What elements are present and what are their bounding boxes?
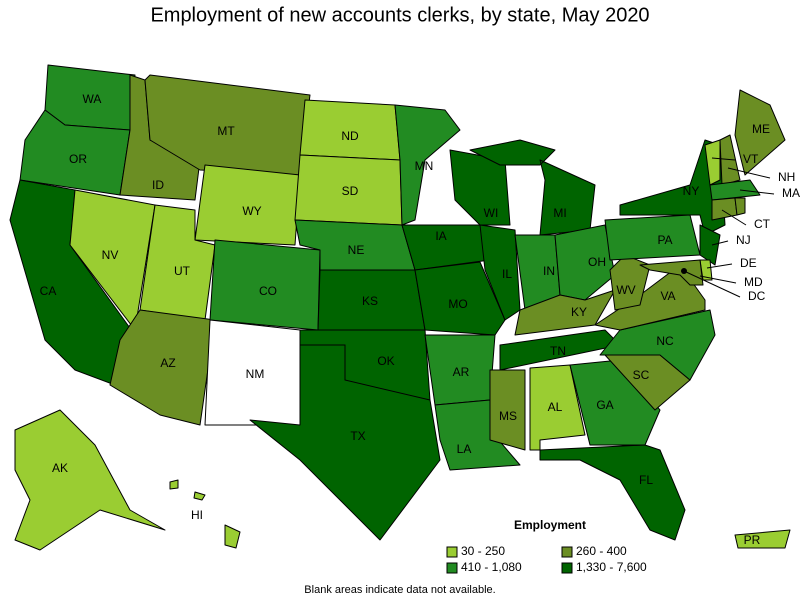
state-label: KY	[571, 305, 587, 319]
state-label: AK	[52, 461, 68, 475]
state-label: NY	[683, 184, 700, 198]
state-label: OK	[377, 354, 394, 368]
state-label: WI	[484, 206, 499, 220]
state-label: UT	[174, 264, 191, 278]
state-label: OR	[69, 152, 87, 166]
state-region	[619, 139, 726, 236]
state-label: NC	[656, 334, 674, 348]
state-label: WA	[83, 92, 102, 106]
state-region	[394, 104, 461, 226]
state-label: CO	[259, 284, 277, 298]
state-label: PR	[744, 533, 761, 547]
legend-swatch	[561, 546, 573, 558]
state-region	[599, 309, 716, 381]
legend-label: 1,330 - 7,600	[576, 560, 647, 574]
state-label: FL	[639, 473, 653, 487]
leader-line	[711, 157, 736, 161]
legend-title: Employment	[514, 518, 586, 532]
legend-swatch	[446, 562, 458, 574]
state-label: NE	[348, 243, 365, 257]
state-label: IA	[435, 229, 446, 243]
state-label: NV	[102, 248, 119, 262]
state-label: WV	[616, 283, 635, 297]
state-label: MO	[448, 297, 467, 311]
state-label: MT	[217, 124, 235, 138]
state-label: IL	[502, 267, 512, 281]
state-label: TX	[350, 429, 365, 443]
note: Blank areas indicate data not available.	[304, 584, 495, 596]
state-region	[414, 261, 506, 336]
state-label: IN	[543, 264, 555, 278]
state-region	[734, 89, 786, 176]
labels: WA OR CA NV ID MT WY UT AZ CO NM ND SD NE KS OK TX MN IA MO…	[40, 92, 800, 547]
state-region	[14, 409, 166, 551]
legend-swatch	[561, 562, 573, 574]
state-label: OH	[588, 255, 606, 269]
state-label: ND	[341, 129, 359, 143]
state-region	[734, 529, 791, 549]
state-region	[704, 139, 721, 186]
leader-line	[727, 167, 771, 179]
state-label: WY	[242, 204, 261, 218]
state-region	[249, 344, 441, 541]
state-label: MS	[499, 409, 517, 423]
state-region	[604, 214, 701, 261]
state-label: VT	[743, 152, 759, 166]
state-label: NM	[246, 367, 265, 381]
state-label: DC	[748, 289, 766, 303]
state-label: TN	[550, 344, 566, 358]
state-label: LA	[457, 442, 472, 456]
leader-line	[739, 189, 775, 195]
state-label: HI	[191, 508, 203, 522]
state-label: SC	[633, 368, 650, 382]
state-label: GA	[596, 398, 613, 412]
state-label: AR	[453, 365, 470, 379]
state-label: AL	[548, 400, 563, 414]
state-region	[554, 224, 616, 301]
state-region	[489, 369, 526, 451]
state-region	[194, 164, 301, 246]
state-region	[169, 479, 241, 549]
state-label: CA	[40, 284, 57, 298]
state-region	[709, 179, 761, 201]
state-label: SD	[342, 184, 359, 198]
state-region	[539, 444, 686, 541]
state-label: MD	[744, 275, 763, 289]
state-label: MN	[415, 159, 434, 173]
map-title: Employment of new accounts clerks, by st…	[150, 4, 649, 26]
state-label: KS	[362, 294, 378, 308]
states	[9, 64, 791, 551]
legend-swatch	[446, 546, 458, 558]
state-label: CT	[754, 217, 771, 231]
state-label: NH	[778, 170, 795, 184]
state-label: ME	[752, 122, 770, 136]
leader-line	[699, 275, 737, 284]
state-label: MA	[782, 186, 800, 200]
state-label: ID	[152, 178, 164, 192]
state-label: DE	[740, 256, 757, 270]
legend-label: 260 - 400	[576, 544, 627, 558]
legend-label: 30 - 250	[461, 544, 505, 558]
state-label: AZ	[160, 356, 175, 370]
state-label: NJ	[736, 233, 751, 247]
state-label: PA	[657, 233, 672, 247]
state-region	[144, 74, 311, 176]
leader-line	[711, 240, 729, 246]
legend-label: 410 - 1,080	[461, 560, 522, 574]
leader-line	[706, 263, 733, 269]
state-region	[734, 197, 746, 216]
state-region	[639, 259, 704, 286]
state-label: VA	[660, 289, 675, 303]
state-region	[699, 224, 721, 266]
state-label: MI	[553, 206, 566, 220]
leader-line	[683, 270, 741, 298]
leader-line	[721, 209, 747, 226]
state-region	[479, 224, 521, 321]
legend: 30 - 250 260 - 400 410 - 1,080 1,330 - 7,60…	[446, 544, 647, 574]
